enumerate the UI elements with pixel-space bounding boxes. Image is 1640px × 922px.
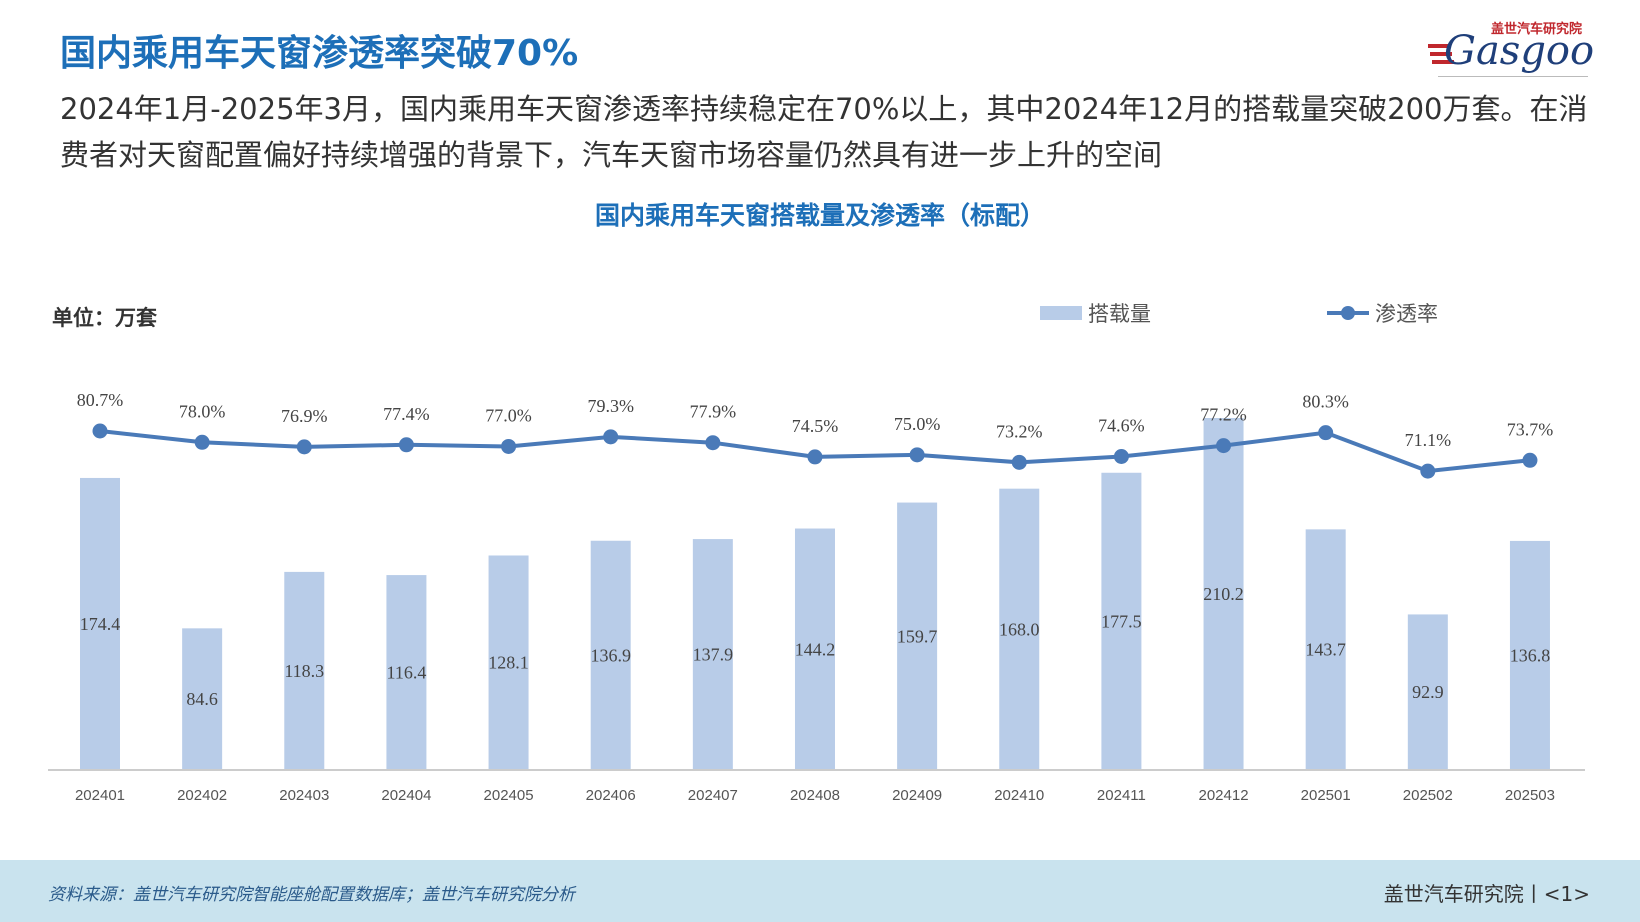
penetration-point (807, 449, 823, 465)
source-note: 资料来源：盖世汽车研究院智能座舱配置数据库；盖世汽车研究院分析 (48, 885, 575, 905)
page-number: 盖世汽车研究院丨<1> (1383, 882, 1590, 906)
bar-value-label: 168.0 (999, 619, 1040, 639)
legend-bar-label: 搭载量 (1088, 302, 1151, 326)
bar-value-label: 159.7 (897, 626, 938, 646)
bar-value-label: 210.2 (1203, 584, 1244, 604)
x-tick-label: 202501 (1301, 787, 1351, 804)
x-tick-label: 202412 (1199, 787, 1249, 804)
bar-value-label: 84.6 (186, 689, 218, 709)
legend-line-label: 渗透率 (1375, 302, 1438, 326)
bar-value-label: 136.9 (590, 645, 631, 665)
bar (1101, 472, 1142, 770)
x-tick-label: 202408 (790, 787, 840, 804)
logo-stripes-icon (1428, 44, 1454, 64)
bar (386, 575, 427, 770)
x-tick-label: 202406 (586, 787, 636, 804)
x-tick-label: 202405 (484, 787, 534, 804)
bar-value-label: 116.4 (386, 663, 426, 683)
penetration-point (92, 423, 108, 439)
bar-value-label: 143.7 (1305, 640, 1346, 660)
penetration-point (1318, 425, 1334, 441)
bar (284, 571, 325, 770)
penetration-value-label: 75.0% (894, 414, 941, 434)
bar (1305, 529, 1346, 770)
x-tick-label: 202407 (688, 787, 738, 804)
chart-title: 国内乘用车天窗搭载量及渗透率（标配） (594, 201, 1045, 230)
legend-line-swatch (1327, 306, 1369, 320)
bar-value-label: 137.9 (693, 645, 734, 665)
penetration-value-label: 73.2% (996, 421, 1043, 441)
penetration-value-label: 79.3% (587, 396, 634, 416)
penetration-point (1522, 452, 1538, 468)
logo-underline (1438, 76, 1588, 77)
penetration-value-label: 73.7% (1507, 419, 1554, 439)
bar (897, 502, 938, 770)
penetration-value-label: 80.7% (77, 390, 124, 410)
legend-item-bar: 搭载量 (1040, 298, 1151, 328)
bar-value-label: 177.5 (1101, 611, 1142, 631)
bar-value-label: 174.4 (80, 614, 121, 634)
penetration-point (603, 429, 619, 445)
bar (692, 539, 733, 770)
bar (80, 477, 120, 770)
penetration-point (501, 438, 517, 454)
penetration-point (1216, 438, 1232, 454)
logo-en-text: Gasgoo (1444, 28, 1595, 74)
legend-bar-swatch (1040, 306, 1082, 320)
penetration-value-label: 77.2% (1200, 405, 1247, 425)
bar (794, 528, 835, 770)
logo-cn-text: 盖世汽车研究院 (1490, 22, 1582, 37)
x-tick-label: 202411 (1097, 787, 1146, 804)
x-tick-label: 202404 (381, 787, 431, 804)
bar (1407, 614, 1448, 770)
page-title: 国内乘用车天窗渗透率突破70% (60, 33, 579, 74)
bar-value-label: 136.8 (1510, 645, 1551, 665)
penetration-point (194, 434, 210, 450)
bar-value-label: 128.1 (488, 653, 529, 673)
x-tick-label: 202401 (75, 787, 125, 804)
x-tick-label: 202402 (177, 787, 227, 804)
penetration-point (1420, 463, 1436, 479)
penetration-point (1113, 448, 1129, 464)
bar (999, 488, 1040, 770)
penetration-value-label: 77.4% (383, 404, 430, 424)
bar-value-label: 92.9 (1412, 682, 1444, 702)
x-tick-label: 202503 (1505, 787, 1555, 804)
penetration-value-label: 71.1% (1405, 430, 1452, 450)
page-description: 2024年1月-2025年3月，国内乘用车天窗渗透率持续稳定在70%以上，其中2… (60, 92, 1588, 172)
penetration-point (909, 447, 925, 463)
gasgoo-logo: 盖世汽车研究院 Gasgoo (1428, 18, 1594, 80)
penetration-value-label: 74.5% (792, 416, 839, 436)
bar (488, 555, 529, 770)
penetration-value-label: 80.3% (1302, 392, 1349, 412)
bar (1203, 418, 1244, 770)
penetration-value-label: 76.9% (281, 406, 328, 426)
legend-item-line: 渗透率 (1325, 298, 1438, 328)
bar-value-label: 144.2 (795, 639, 836, 659)
penetration-value-label: 78.0% (179, 401, 226, 421)
penetration-value-label: 77.9% (690, 402, 737, 422)
bar (1509, 540, 1550, 770)
bar (182, 628, 223, 770)
penetration-value-label: 74.6% (1098, 415, 1145, 435)
x-tick-label: 202403 (279, 787, 329, 804)
bar-value-label: 118.3 (284, 661, 324, 681)
penetration-point (296, 439, 312, 455)
penetration-value-label: 77.0% (485, 405, 532, 425)
x-tick-label: 202409 (892, 787, 942, 804)
x-tick-label: 202502 (1403, 787, 1453, 804)
footer-bar: 资料来源：盖世汽车研究院智能座舱配置数据库；盖世汽车研究院分析 盖世汽车研究院丨… (0, 860, 1640, 922)
unit-label: 单位：万套 (52, 306, 157, 330)
bar (590, 540, 631, 770)
penetration-point (398, 437, 414, 453)
penetration-point (1011, 454, 1027, 470)
penetration-point (705, 435, 721, 451)
x-tick-label: 202410 (994, 787, 1044, 804)
chart-area: 174.4 84.6 118.3 116.4 128.1 136.9 137.9 144.2 1… (48, 390, 1585, 804)
